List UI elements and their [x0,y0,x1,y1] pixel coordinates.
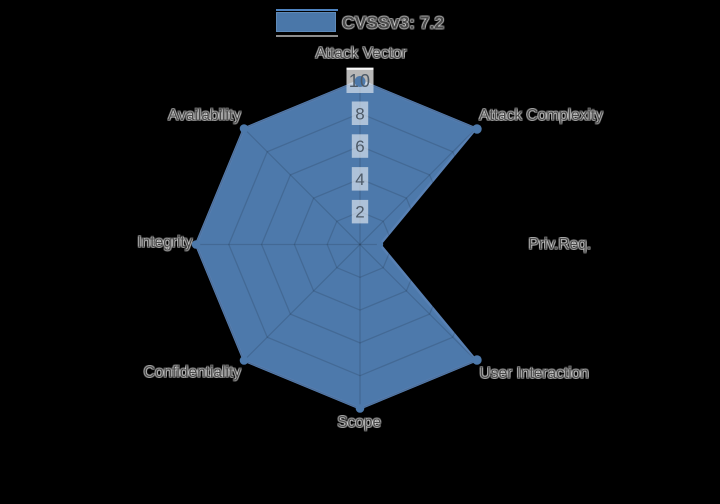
svg-text:2: 2 [355,203,364,222]
svg-text:8: 8 [355,104,364,123]
svg-text:10: 10 [349,71,371,91]
svg-text:6: 6 [355,137,364,156]
svg-text:4: 4 [355,170,364,189]
